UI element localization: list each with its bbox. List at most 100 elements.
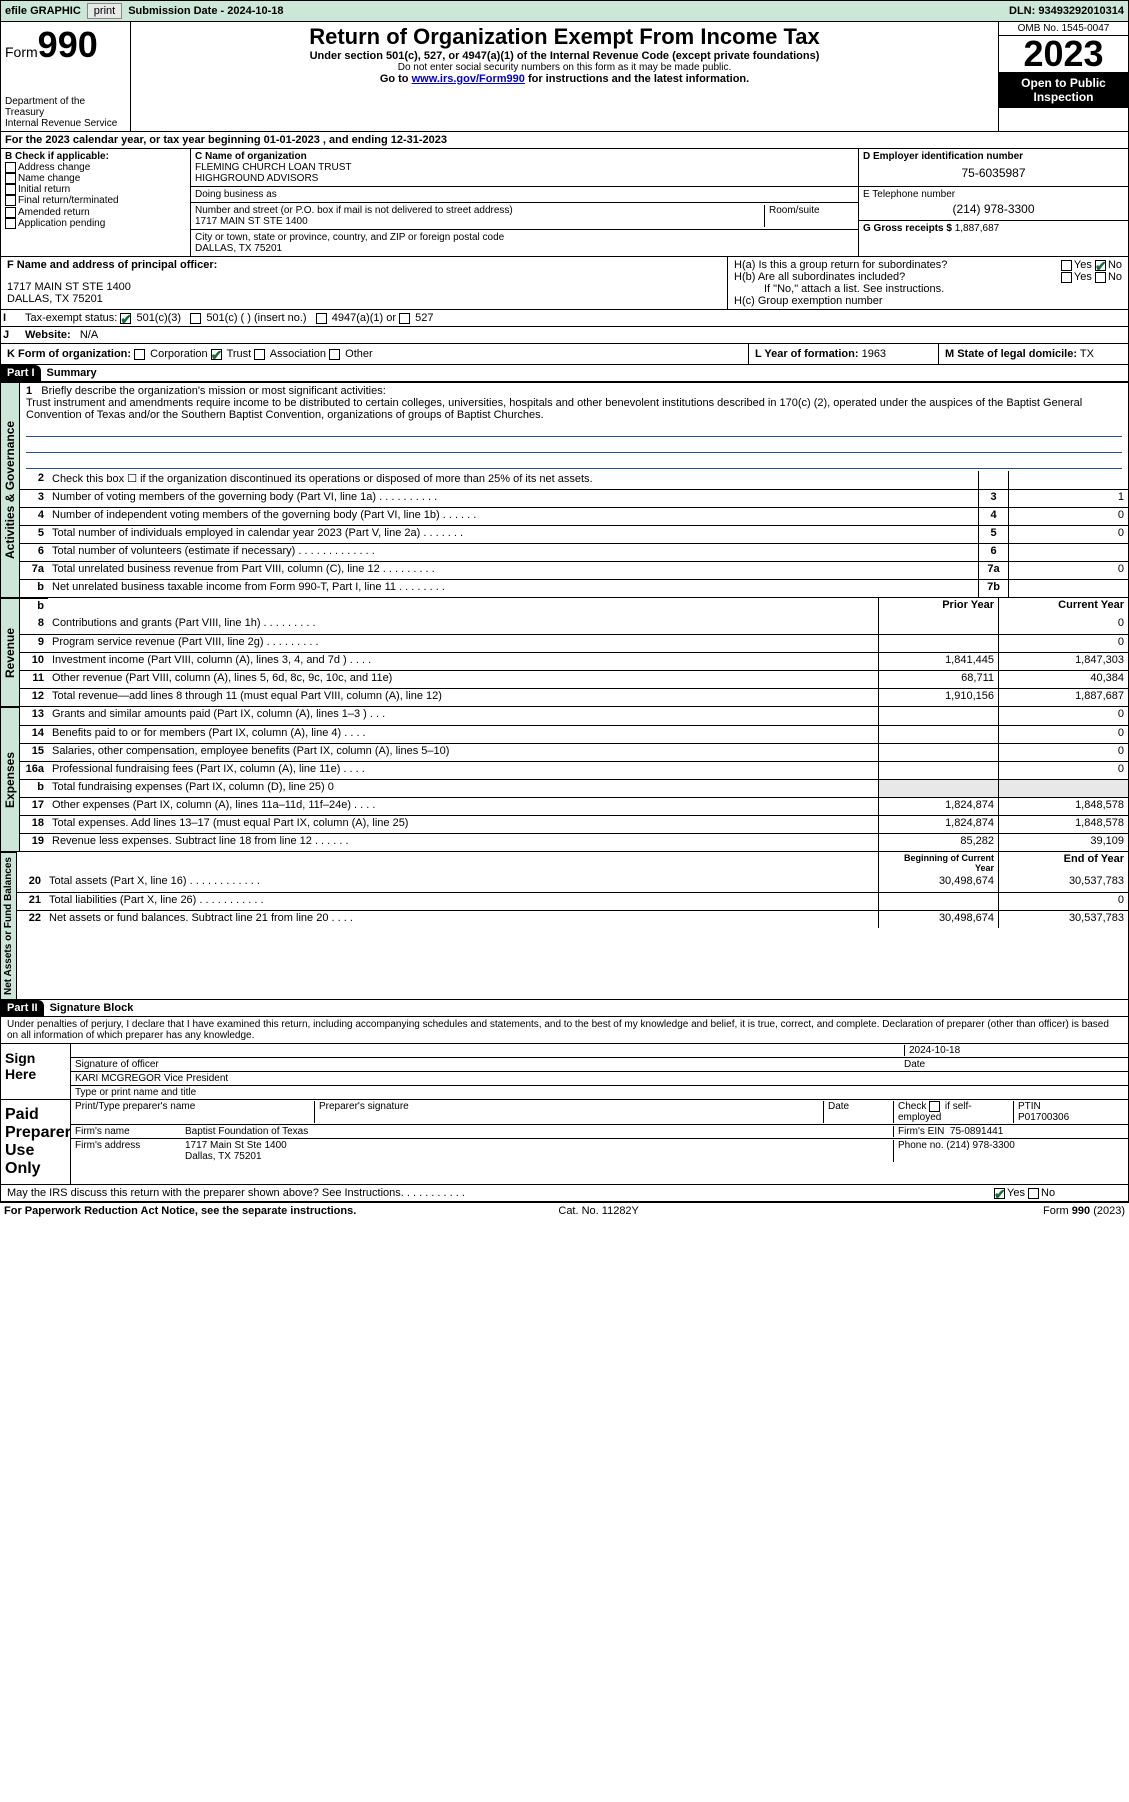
- gov-line-5: 5Total number of individuals employed in…: [20, 525, 1128, 543]
- year-formation-label: L Year of formation:: [755, 348, 859, 360]
- rev-line-10: 10Investment income (Part VIII, column (…: [20, 652, 1128, 670]
- dept-treasury: Department of the Treasury: [5, 96, 126, 118]
- vtab-governance: Activities & Governance: [0, 382, 20, 597]
- box-j: J Website: N/A: [0, 327, 1129, 344]
- chk-final-return-lbl: Final return/terminated: [18, 196, 119, 207]
- chk-assoc[interactable]: [254, 349, 265, 360]
- chk-self-employed[interactable]: [929, 1101, 940, 1112]
- ptin-cell: PTIN P01700306: [1014, 1101, 1124, 1123]
- gov-line-4: 4Number of independent voting members of…: [20, 507, 1128, 525]
- chk-corp[interactable]: [134, 349, 145, 360]
- sign-here-section: Sign Here 2024-10-18 Signature of office…: [0, 1044, 1129, 1100]
- phone-value: (214) 978-3300: [863, 200, 1124, 218]
- chk-initial-return[interactable]: Initial return: [5, 184, 186, 195]
- check-pre: Check: [898, 1101, 926, 1112]
- mission-text: Trust instrument and amendments require …: [26, 397, 1082, 421]
- vtab-expenses: Expenses: [0, 707, 20, 851]
- tax-exempt-label: Tax-exempt status:: [25, 312, 117, 324]
- chk-app-pending-lbl: Application pending: [18, 218, 105, 229]
- print-button[interactable]: print: [87, 3, 122, 19]
- box-k: K Form of organization: Corporation Trus…: [1, 344, 748, 364]
- box-deg: D Employer identification number 75-6035…: [858, 149, 1128, 256]
- ha-no[interactable]: [1095, 260, 1106, 271]
- firm-phone-label: Phone no.: [898, 1140, 944, 1151]
- firm-name-row: Firm's name Baptist Foundation of Texas …: [71, 1125, 1128, 1139]
- rev-line-11: 11Other revenue (Part VIII, column (A), …: [20, 670, 1128, 688]
- page-footer: For Paperwork Reduction Act Notice, see …: [0, 1202, 1129, 1219]
- part1-badge: Part I: [1, 365, 41, 381]
- officer-addr1: 1717 MAIN ST STE 1400: [7, 281, 721, 293]
- gross-label: G Gross receipts $: [863, 223, 952, 234]
- exp-line-13: 13Grants and similar amounts paid (Part …: [20, 707, 1128, 725]
- vtab-revenue: Revenue: [0, 598, 20, 706]
- chk-501c[interactable]: [190, 313, 201, 324]
- addr-label: Number and street (or P.O. box if mail i…: [195, 205, 764, 216]
- chk-address-change[interactable]: Address change: [5, 162, 186, 173]
- chk-501c3[interactable]: [120, 313, 131, 324]
- sig-date: 2024-10-18: [904, 1045, 1124, 1056]
- ha-yes-lbl: Yes: [1074, 259, 1092, 271]
- footer-left: For Paperwork Reduction Act Notice, see …: [4, 1205, 356, 1217]
- lbl-other: Other: [345, 348, 373, 360]
- hb-no[interactable]: [1095, 272, 1106, 283]
- ha-yes[interactable]: [1061, 260, 1072, 271]
- chk-other[interactable]: [329, 349, 340, 360]
- header-left: Form990 Department of the Treasury Inter…: [1, 22, 131, 131]
- ptin-value: P01700306: [1018, 1112, 1124, 1123]
- discuss-no[interactable]: [1028, 1188, 1039, 1199]
- submission-label-text: Submission Date -: [128, 5, 227, 17]
- form990-link[interactable]: www.irs.gov/Form990: [412, 73, 525, 85]
- mission-block: 1 Briefly describe the organization's mi…: [20, 382, 1128, 471]
- line-a-text: For the 2023 calendar year, or tax year …: [1, 132, 1128, 148]
- chk-name-change[interactable]: Name change: [5, 173, 186, 184]
- current-year-hdr: Current Year: [998, 598, 1128, 616]
- chk-4947[interactable]: [316, 313, 327, 324]
- header-right: OMB No. 1545-0047 2023 Open to Public In…: [998, 22, 1128, 131]
- chk-527[interactable]: [399, 313, 410, 324]
- website-value: N/A: [80, 329, 98, 341]
- part1-header: Part I Summary: [0, 365, 1129, 382]
- city-label: City or town, state or province, country…: [195, 232, 854, 243]
- exp-line-18: 18Total expenses. Add lines 13–17 (must …: [20, 815, 1128, 833]
- discuss-row: May the IRS discuss this return with the…: [0, 1185, 1129, 1202]
- goto-post: for instructions and the latest informat…: [525, 73, 749, 85]
- revenue-section: Revenue b Prior Year Current Year 8Contr…: [0, 598, 1129, 707]
- dba-label: Doing business as: [195, 189, 277, 200]
- netassets-body: Beginning of Current Year End of Year 20…: [17, 852, 1129, 999]
- hb-yes-lbl: Yes: [1074, 271, 1092, 283]
- discuss-yes[interactable]: [994, 1188, 1005, 1199]
- chk-final-return[interactable]: Final return/terminated: [5, 195, 186, 206]
- hb-yes[interactable]: [1061, 272, 1072, 283]
- sig-declaration-text: Under penalties of perjury, I declare th…: [1, 1017, 1128, 1043]
- prep-header-row: Print/Type preparer's name Preparer's si…: [71, 1100, 1128, 1125]
- gross-value: 1,887,687: [955, 223, 1000, 234]
- form-header: Form990 Department of the Treasury Inter…: [0, 22, 1129, 132]
- phone-label: E Telephone number: [863, 189, 1124, 200]
- chk-app-pending[interactable]: Application pending: [5, 218, 186, 229]
- expenses-body: 13Grants and similar amounts paid (Part …: [20, 707, 1129, 851]
- mission-uline-3: [26, 455, 1122, 469]
- discuss-no-lbl: No: [1041, 1187, 1055, 1199]
- chk-trust[interactable]: [211, 349, 222, 360]
- officer-addr2: DALLAS, TX 75201: [7, 293, 721, 305]
- subtitle-1: Under section 501(c), 527, or 4947(a)(1)…: [137, 50, 992, 62]
- self-emp-cell: Check if self-employed: [894, 1101, 1014, 1123]
- sign-here-label: Sign Here: [1, 1044, 71, 1099]
- lbl-trust: Trust: [227, 348, 252, 360]
- submission-label: Submission Date - 2024-10-18: [128, 5, 283, 17]
- paid-prep-body: Print/Type preparer's name Preparer's si…: [71, 1100, 1128, 1184]
- officer-name: KARI MCGREGOR Vice President: [71, 1072, 1128, 1086]
- irs-label: Internal Revenue Service: [5, 118, 126, 129]
- box-g: G Gross receipts $ 1,887,687: [859, 221, 1128, 236]
- hb-note: If "No," attach a list. See instructions…: [734, 283, 1122, 295]
- efile-label: efile GRAPHIC: [5, 5, 81, 17]
- org-name-1: FLEMING CHURCH LOAN TRUST: [195, 162, 854, 173]
- discuss-yes-lbl: Yes: [1007, 1187, 1025, 1199]
- mission-uline-1: [26, 423, 1122, 437]
- chk-address-change-lbl: Address change: [18, 162, 90, 173]
- website-label: Website:: [25, 329, 71, 341]
- paid-prep-label: Paid Preparer Use Only: [1, 1100, 71, 1184]
- chk-amended[interactable]: Amended return: [5, 207, 186, 218]
- prior-year-hdr: Prior Year: [878, 598, 998, 616]
- subtitle-2: Do not enter social security numbers on …: [137, 62, 992, 73]
